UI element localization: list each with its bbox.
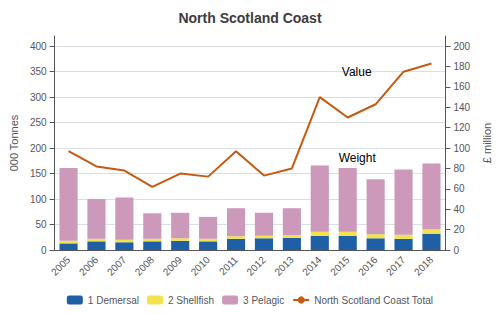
svg-text:2018: 2018 — [412, 254, 436, 278]
svg-text:60: 60 — [453, 183, 465, 194]
svg-text:80: 80 — [453, 163, 465, 174]
svg-text:100: 100 — [30, 194, 47, 205]
svg-text:£ million: £ million — [481, 123, 493, 163]
svg-text:2017: 2017 — [384, 254, 408, 278]
svg-text:20: 20 — [453, 224, 465, 235]
svg-text:140: 140 — [453, 102, 470, 113]
svg-text:250: 250 — [30, 117, 47, 128]
svg-text:160: 160 — [453, 81, 470, 92]
svg-text:1 Demersal: 1 Demersal — [88, 295, 139, 306]
svg-text:0: 0 — [41, 245, 47, 256]
svg-text:350: 350 — [30, 66, 47, 77]
svg-text:50: 50 — [35, 219, 47, 230]
svg-text:2006: 2006 — [77, 254, 101, 278]
svg-text:40: 40 — [453, 204, 465, 215]
svg-text:2 Shellfish: 2 Shellfish — [168, 295, 214, 306]
svg-text:400: 400 — [30, 41, 47, 52]
svg-text:North Scotland Coast Total: North Scotland Coast Total — [314, 295, 433, 306]
svg-text:2016: 2016 — [356, 254, 380, 278]
svg-text:150: 150 — [30, 168, 47, 179]
svg-text:300: 300 — [30, 92, 47, 103]
svg-text:2009: 2009 — [161, 254, 185, 278]
svg-text:2013: 2013 — [272, 254, 296, 278]
svg-text:North Scotland Coast: North Scotland Coast — [178, 10, 321, 26]
svg-text:200: 200 — [453, 41, 470, 52]
svg-text:Value: Value — [342, 65, 372, 79]
svg-text:000 Tonnes: 000 Tonnes — [8, 114, 20, 171]
svg-text:200: 200 — [30, 143, 47, 154]
svg-text:0: 0 — [453, 245, 459, 256]
svg-text:2008: 2008 — [133, 254, 157, 278]
svg-text:120: 120 — [453, 122, 470, 133]
svg-text:2011: 2011 — [217, 254, 240, 277]
svg-text:2014: 2014 — [300, 254, 324, 278]
svg-text:2015: 2015 — [328, 254, 352, 278]
svg-text:2012: 2012 — [244, 254, 268, 278]
svg-text:2007: 2007 — [105, 254, 129, 278]
svg-text:100: 100 — [453, 143, 470, 154]
svg-text:Weight: Weight — [339, 151, 377, 165]
svg-text:2010: 2010 — [189, 254, 213, 278]
svg-text:180: 180 — [453, 61, 470, 72]
svg-text:3 Pelagic: 3 Pelagic — [243, 295, 284, 306]
svg-text:2005: 2005 — [49, 254, 73, 278]
